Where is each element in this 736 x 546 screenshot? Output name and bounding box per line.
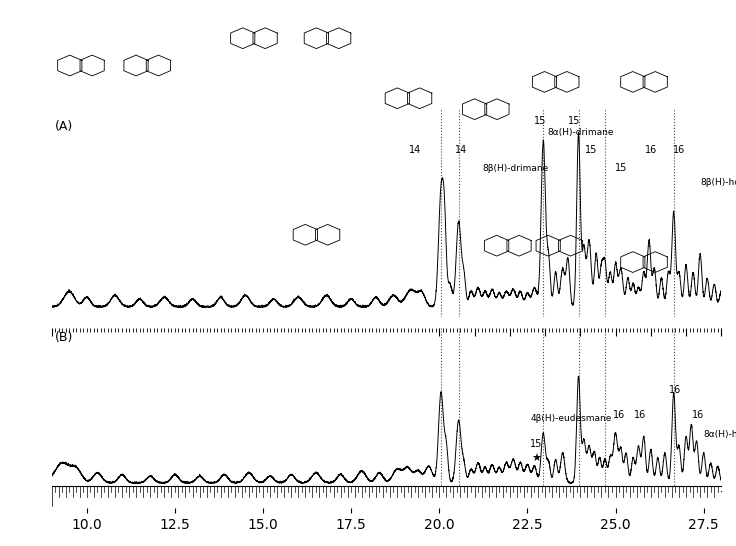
Text: 14: 14 [408, 145, 421, 155]
Text: 8β(H)-drimane: 8β(H)-drimane [482, 164, 548, 174]
Text: (A): (A) [55, 120, 73, 133]
Text: 8α(H)-drimane: 8α(H)-drimane [547, 128, 614, 138]
Text: 16: 16 [693, 410, 704, 420]
Text: 8α(H)-homodriman: 8α(H)-homodriman [704, 430, 736, 440]
Text: 16: 16 [613, 410, 625, 420]
Text: 14: 14 [455, 145, 467, 155]
Text: 15: 15 [584, 145, 597, 155]
Text: 16: 16 [669, 385, 682, 395]
Text: ★: ★ [531, 454, 541, 464]
Text: 4β(H)-eudesmane: 4β(H)-eudesmane [531, 414, 612, 423]
Text: 15: 15 [534, 116, 546, 126]
Text: 16: 16 [645, 145, 657, 155]
Text: 16: 16 [673, 145, 685, 155]
X-axis label: Time (min): Time (min) [353, 497, 420, 510]
Text: 15: 15 [615, 163, 627, 174]
Text: 15: 15 [567, 116, 580, 126]
Text: 15: 15 [530, 439, 542, 449]
Text: 16: 16 [634, 410, 646, 420]
Text: (B): (B) [55, 331, 74, 344]
Text: 8β(H)-homodrimane: 8β(H)-homodrimane [700, 177, 736, 187]
